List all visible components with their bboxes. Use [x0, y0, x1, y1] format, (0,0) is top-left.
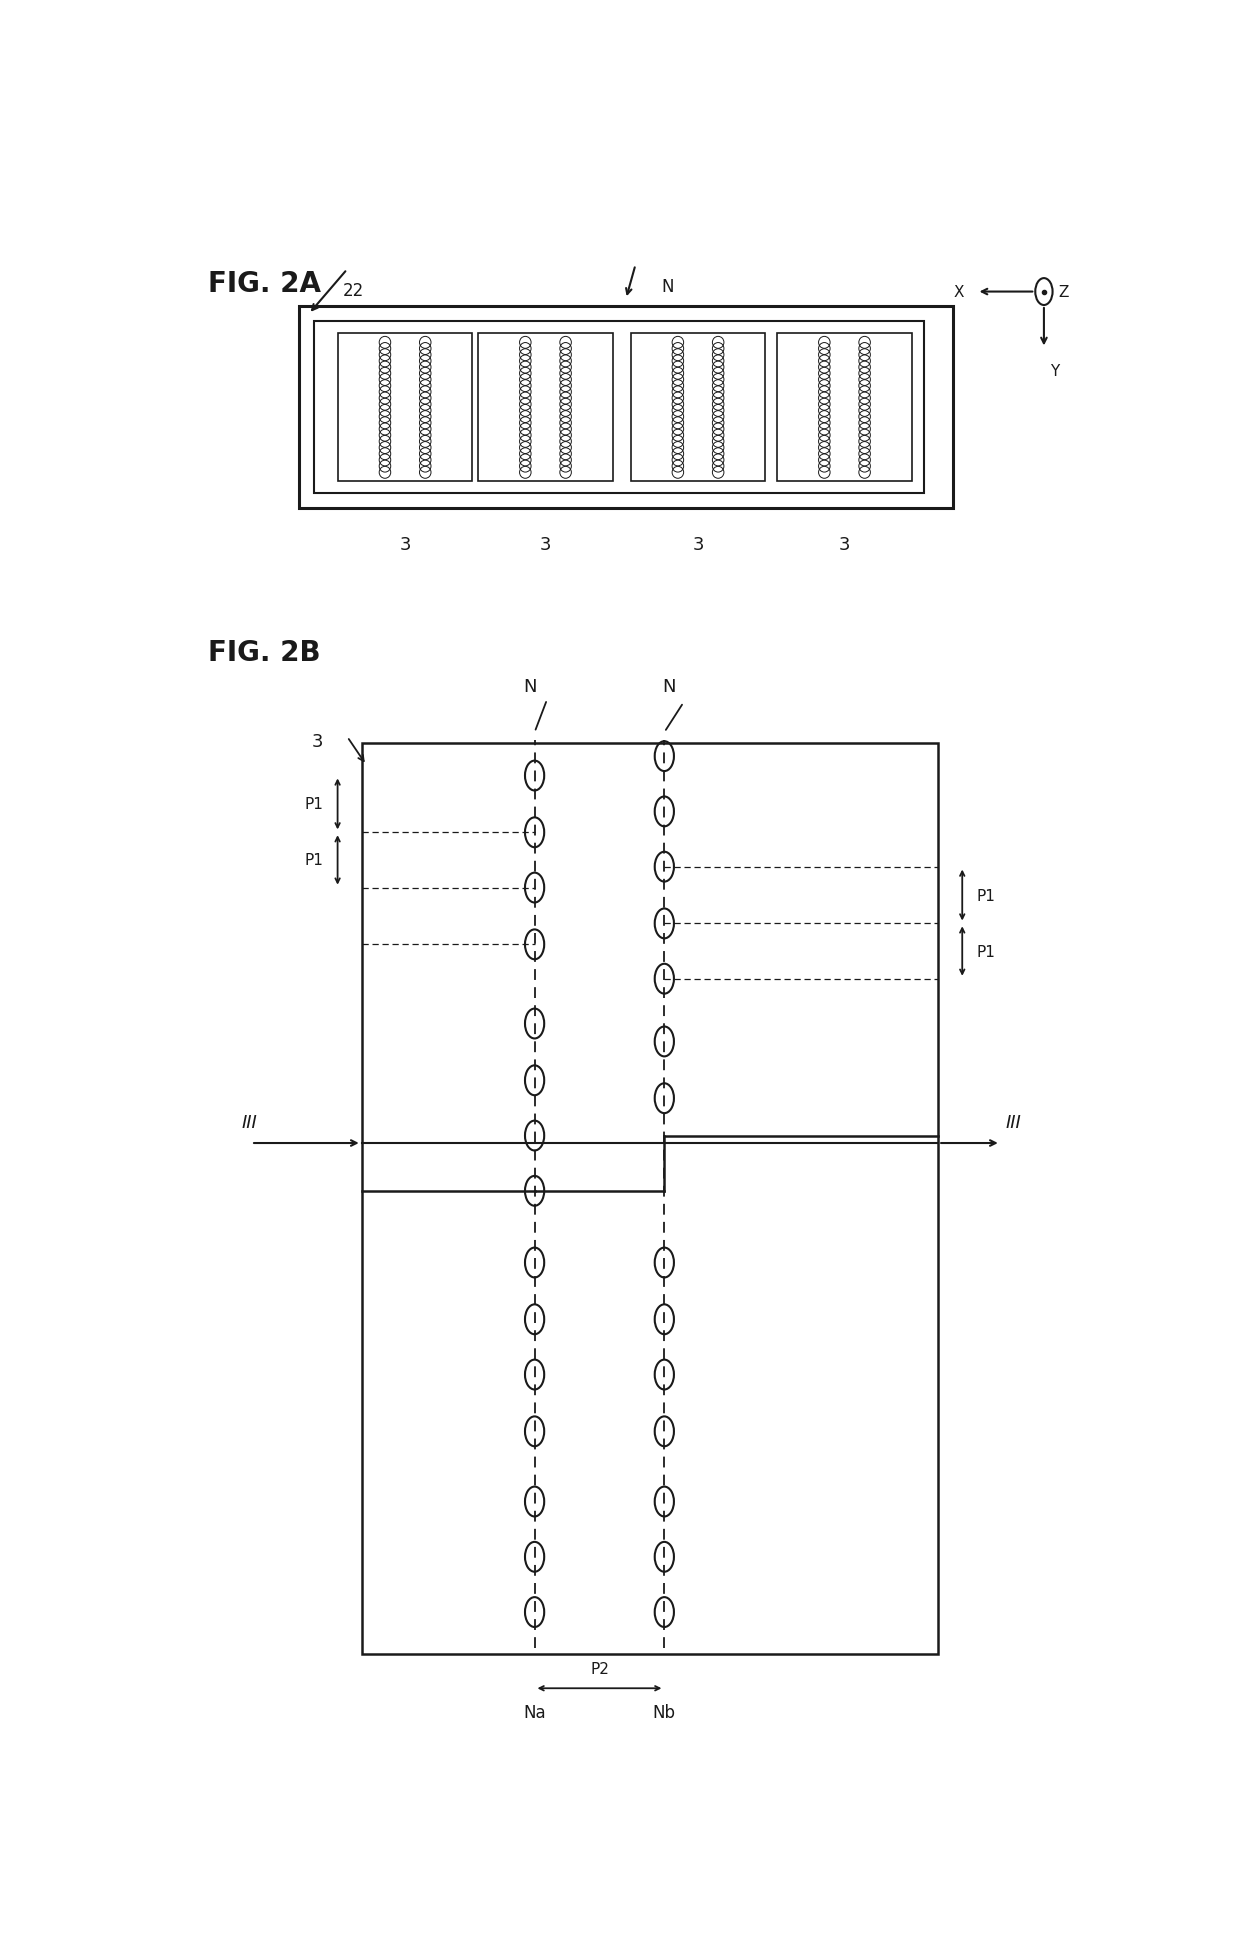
Text: P1: P1	[977, 888, 996, 904]
Bar	[777, 334, 911, 483]
Text: N: N	[661, 277, 673, 295]
Text: X: X	[954, 285, 965, 301]
Text: 3: 3	[311, 733, 324, 750]
Text: Z: Z	[1059, 285, 1069, 301]
Text: 3: 3	[539, 535, 552, 555]
Text: 22: 22	[342, 281, 363, 301]
Text: P2: P2	[590, 1662, 609, 1677]
Bar	[631, 334, 765, 483]
Text: N: N	[662, 677, 676, 696]
Bar	[299, 308, 952, 508]
Text: III: III	[242, 1113, 257, 1132]
Bar	[314, 322, 924, 494]
Text: P1: P1	[304, 853, 324, 869]
Text: P1: P1	[304, 797, 324, 812]
Text: N: N	[523, 677, 537, 696]
Text: FIG. 2B: FIG. 2B	[208, 638, 320, 667]
Text: 3: 3	[692, 535, 704, 555]
Text: Na: Na	[523, 1702, 546, 1722]
Text: 3: 3	[399, 535, 410, 555]
Text: III: III	[1006, 1113, 1022, 1132]
Bar	[479, 334, 613, 483]
Text: Y: Y	[1050, 365, 1059, 378]
Text: P1: P1	[977, 944, 996, 960]
Text: Nb: Nb	[652, 1702, 676, 1722]
Bar	[362, 743, 939, 1654]
Bar	[339, 334, 472, 483]
Text: FIG. 2A: FIG. 2A	[208, 270, 321, 299]
Text: 3: 3	[838, 535, 851, 555]
